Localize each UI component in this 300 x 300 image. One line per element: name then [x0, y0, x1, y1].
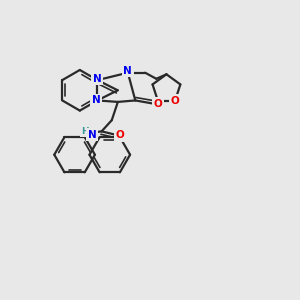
Text: H: H — [81, 127, 89, 136]
Text: N: N — [93, 74, 102, 84]
Text: N: N — [88, 130, 97, 140]
Text: N: N — [124, 66, 132, 76]
Text: O: O — [171, 96, 179, 106]
Text: O: O — [154, 99, 163, 109]
Text: O: O — [116, 130, 124, 140]
Text: N: N — [92, 95, 100, 105]
